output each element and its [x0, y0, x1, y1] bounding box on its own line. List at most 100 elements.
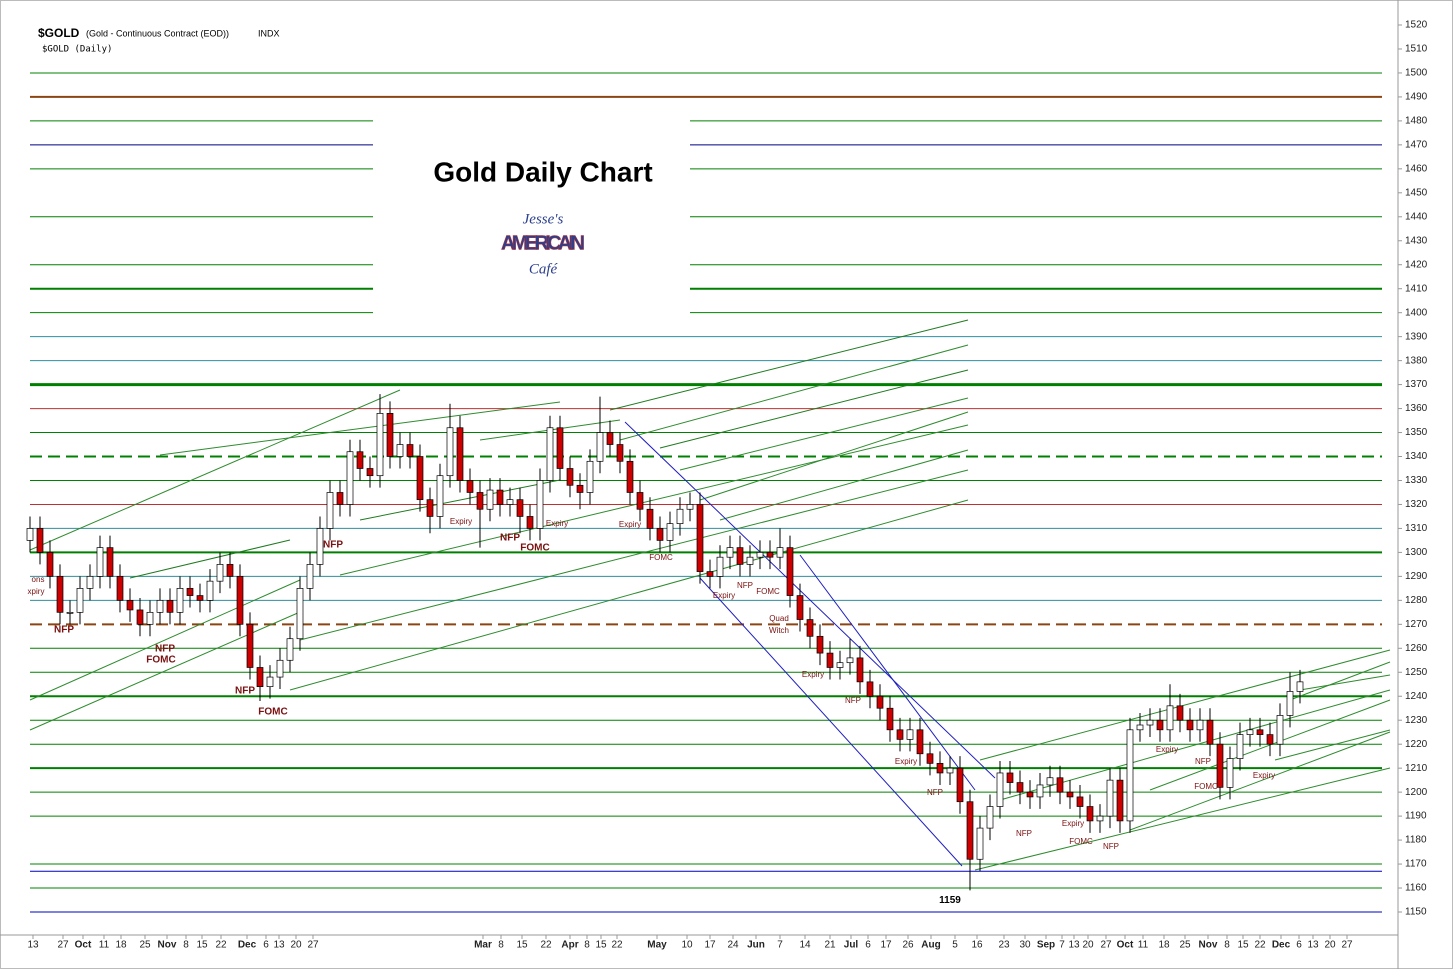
y-tick-label: 1420 — [1405, 259, 1428, 270]
candle-body — [706, 571, 714, 577]
candle-body — [1166, 705, 1174, 731]
trend-line — [609, 319, 969, 411]
candle-body — [746, 556, 754, 565]
candle-body — [146, 611, 154, 625]
candle-body — [186, 588, 194, 596]
candle-body — [1286, 691, 1294, 716]
candle-body — [1066, 791, 1074, 798]
x-tick-label: 25 — [1179, 940, 1191, 951]
candle-body — [1246, 729, 1254, 735]
x-tick-label: 11 — [1138, 940, 1149, 951]
candle-body — [126, 600, 134, 611]
y-tick-label: 1340 — [1405, 451, 1428, 462]
y-tick-label: 1410 — [1405, 283, 1428, 294]
candle-body — [276, 659, 284, 678]
candle-body — [1266, 734, 1274, 745]
x-tick-label: 18 — [1158, 940, 1170, 951]
candle-body — [806, 619, 814, 637]
candle-body — [1226, 758, 1234, 788]
x-tick-label: 17 — [704, 940, 716, 951]
candle-body — [816, 635, 824, 654]
candle-body — [156, 600, 164, 613]
y-tick-label: 1260 — [1405, 643, 1428, 654]
candle-body — [286, 638, 294, 661]
candle-body — [506, 499, 514, 505]
event-annotation: Quad — [769, 614, 789, 623]
x-tick-label: 8 — [183, 940, 189, 951]
candle-body — [1106, 779, 1114, 817]
candle-body — [1036, 784, 1044, 798]
candle-body — [616, 444, 624, 462]
candle-body — [926, 753, 934, 764]
candle-body — [956, 767, 964, 803]
y-tick-label: 1250 — [1405, 667, 1428, 678]
labels: 1150 1160 1170 1180 1190 1200 1210 1220 1230 1240… — [27, 20, 1427, 951]
y-tick-label: 1180 — [1405, 835, 1427, 846]
trend-line — [29, 389, 401, 551]
y-tick-label: 1360 — [1405, 403, 1428, 414]
candle-body — [416, 456, 424, 501]
candle-body — [376, 413, 384, 477]
trend-line — [299, 469, 969, 641]
candle-body — [716, 556, 724, 577]
trend-line — [339, 424, 969, 576]
x-tick-label: 8 — [1224, 940, 1230, 951]
x-tick-label: 6 — [865, 940, 871, 951]
event-annotation: NFP — [54, 625, 74, 636]
candle-body — [196, 595, 204, 601]
candle-body — [446, 427, 454, 477]
trend-line — [159, 401, 561, 456]
x-tick-label: 17 — [880, 940, 892, 951]
low-label: 1159 — [939, 895, 961, 906]
x-tick-label: 13 — [273, 940, 285, 951]
y-tick-label: 1520 — [1405, 20, 1428, 31]
trend-line — [799, 554, 976, 791]
trend-line — [699, 577, 963, 867]
trend-line — [29, 579, 301, 701]
trend-line — [974, 767, 1391, 871]
chart-title: Gold Daily Chart — [433, 156, 652, 187]
x-tick-label: 6 — [263, 940, 269, 951]
x-tick-label: Aug — [921, 940, 940, 951]
x-tick-label: Nov — [1199, 940, 1218, 951]
event-annotation: FOMC — [520, 543, 549, 554]
event-annotation: Expiry — [1062, 819, 1084, 828]
candle-body — [266, 676, 274, 688]
candle-body — [76, 588, 84, 613]
y-tick-label: 1190 — [1405, 811, 1427, 822]
candle-body — [546, 427, 554, 481]
event-annotation: FOMC — [146, 655, 175, 666]
candle-body — [1126, 729, 1134, 822]
candle-body — [766, 552, 774, 558]
x-tick-label: 15 — [516, 940, 528, 951]
x-tick-label: 14 — [799, 940, 811, 951]
trend-line — [359, 479, 561, 521]
candle-body — [756, 552, 764, 558]
y-tick-label: 1350 — [1405, 427, 1428, 438]
candle-body — [986, 806, 994, 829]
candle-body — [866, 681, 874, 697]
event-annotation: Expiry — [1156, 745, 1178, 754]
trend-lines — [29, 319, 1391, 871]
trend-line — [979, 649, 1391, 761]
trend-line — [1299, 674, 1391, 691]
candle-body — [356, 451, 364, 469]
event-annotation: FOMC — [649, 553, 673, 562]
y-tick-label: 1490 — [1405, 92, 1428, 103]
x-tick-label: Oct — [75, 940, 92, 951]
candle-body — [246, 623, 254, 668]
event-annotation: Expiry — [450, 517, 472, 526]
candle-body — [856, 657, 864, 683]
candle-body — [256, 667, 264, 688]
candle-body — [1146, 719, 1154, 726]
candle-body — [686, 504, 694, 510]
x-tick-label: Mar — [474, 940, 492, 951]
x-tick-label: 13 — [1068, 940, 1080, 951]
candle-body — [1116, 779, 1124, 822]
trend-line — [129, 539, 291, 579]
candle-body — [846, 657, 854, 664]
candle-body — [676, 508, 684, 524]
candle-body — [786, 547, 794, 596]
candle-body — [386, 413, 394, 457]
y-tick-label: 1470 — [1405, 140, 1428, 151]
